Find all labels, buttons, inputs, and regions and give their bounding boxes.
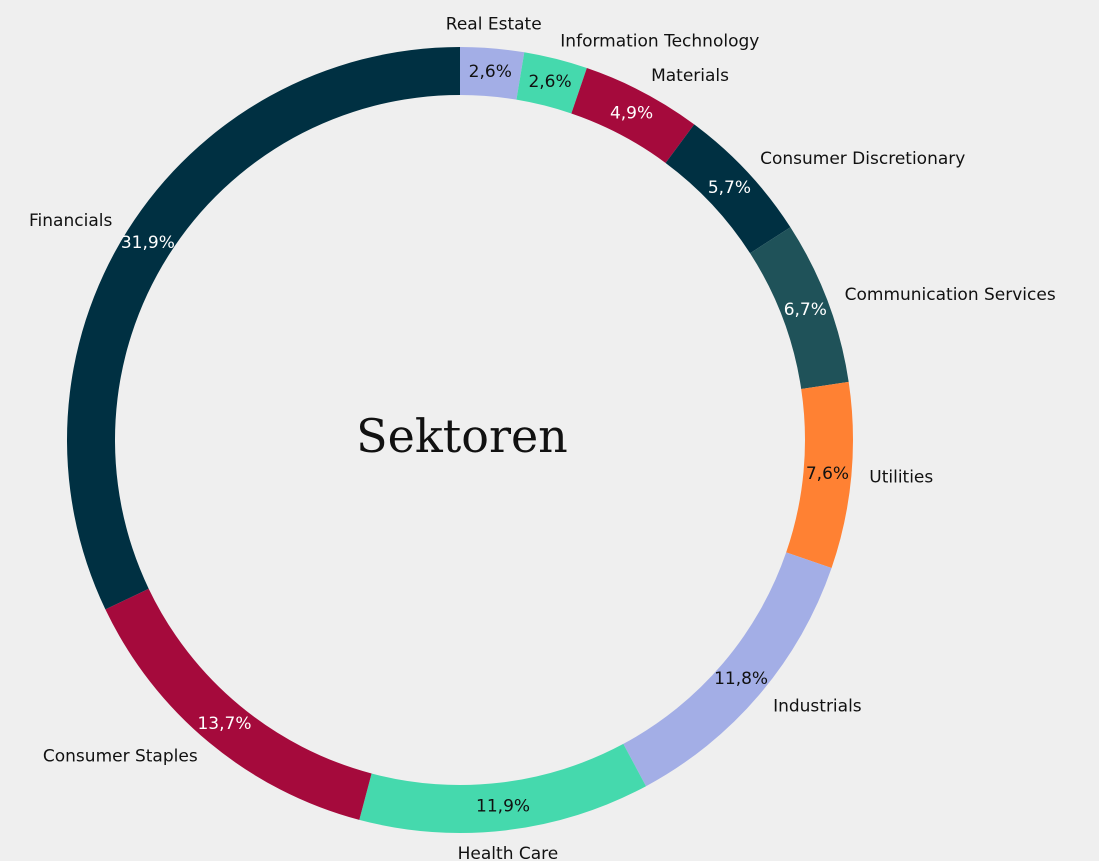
value-label: 7,6% [806,464,849,484]
donut-segment [571,68,695,163]
value-label: 5,7% [708,178,751,198]
donut-segment [105,588,372,820]
category-label: Industrials [773,696,862,716]
category-label: Financials [29,211,112,231]
donut-segment [516,52,587,114]
category-label: Consumer Discretionary [760,149,965,169]
value-label: 2,6% [469,62,512,82]
value-label: 4,9% [610,103,653,123]
value-label: 6,7% [784,300,827,320]
category-label: Real Estate [446,14,542,34]
value-label: 2,6% [528,72,571,92]
category-label: Communication Services [845,285,1056,305]
value-label: 31,9% [121,233,175,253]
category-label: Information Technology [560,31,759,51]
donut-segment [67,47,461,610]
category-label: Materials [651,66,729,86]
donut-segment [623,552,832,787]
donut-segment [665,124,791,254]
chart-title: Sektoren [356,409,568,463]
category-label: Health Care [458,844,559,861]
category-label: Utilities [869,468,933,488]
value-label: 11,9% [476,796,530,816]
value-label: 11,8% [714,669,768,689]
value-label: 13,7% [197,714,251,734]
donut-segment [786,381,853,569]
donut-segment [359,743,647,834]
category-label: Consumer Staples [43,746,198,766]
donut-segment [750,227,849,389]
donut-segment [460,47,525,100]
